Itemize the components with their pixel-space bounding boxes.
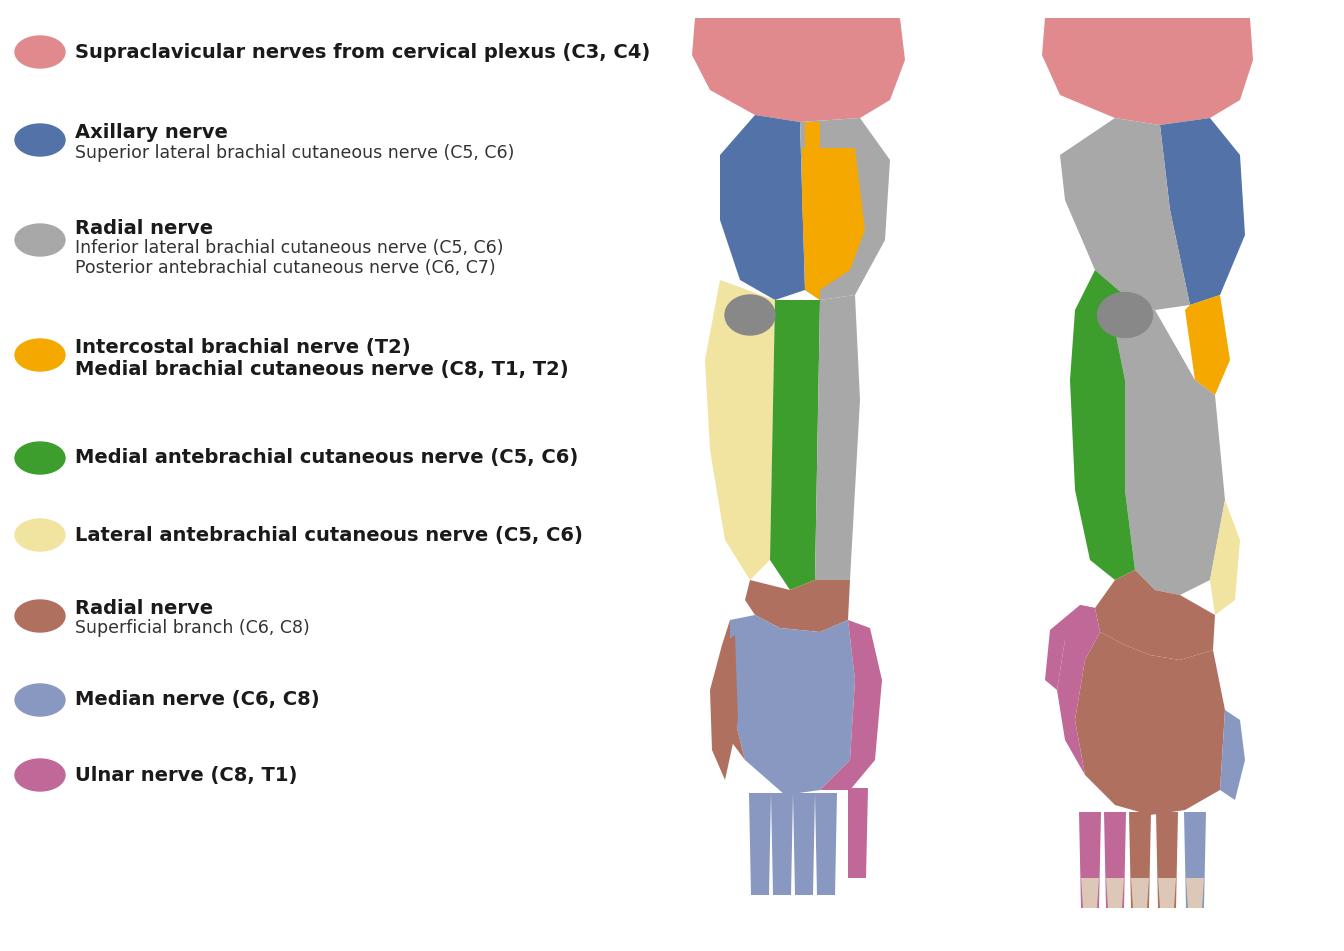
Ellipse shape [15,339,65,371]
Text: Axillary nerve: Axillary nerve [75,124,228,143]
Polygon shape [1095,570,1215,660]
Ellipse shape [15,684,65,716]
Text: Medial antebrachial cutaneous nerve (C5, C6): Medial antebrachial cutaneous nerve (C5,… [75,449,578,468]
Ellipse shape [15,759,65,791]
Ellipse shape [15,442,65,474]
Polygon shape [1210,500,1241,615]
Polygon shape [1185,878,1204,908]
Polygon shape [1070,270,1134,580]
Polygon shape [1160,118,1245,305]
Ellipse shape [15,519,65,551]
Text: Superficial branch (C6, C8): Superficial branch (C6, C8) [75,619,309,637]
Polygon shape [745,580,849,632]
Text: Radial nerve: Radial nerve [75,598,214,617]
Polygon shape [848,788,868,878]
Polygon shape [1106,878,1124,908]
Polygon shape [771,793,793,895]
Text: Ulnar nerve (C8, T1): Ulnar nerve (C8, T1) [75,766,297,785]
Polygon shape [793,793,814,895]
Text: Median nerve (C6, C8): Median nerve (C6, C8) [75,690,320,709]
Text: Lateral antebrachial cutaneous nerve (C5, C6): Lateral antebrachial cutaneous nerve (C5… [75,526,583,545]
Text: Radial nerve: Radial nerve [75,219,214,238]
Polygon shape [1046,605,1095,690]
Polygon shape [1079,812,1101,908]
Ellipse shape [15,124,65,156]
Polygon shape [730,615,855,795]
Polygon shape [749,793,771,895]
Text: Posterior antebrachial cutaneous nerve (C6, C7): Posterior antebrachial cutaneous nerve (… [75,259,496,277]
Text: Supraclavicular nerves from cervical plexus (C3, C4): Supraclavicular nerves from cervical ple… [75,43,650,62]
Polygon shape [805,122,820,300]
Polygon shape [720,115,805,300]
Polygon shape [1184,812,1206,908]
Polygon shape [1185,295,1230,395]
Polygon shape [1060,118,1189,310]
Polygon shape [1116,300,1224,595]
Polygon shape [1159,878,1176,908]
Polygon shape [1075,632,1224,815]
Polygon shape [1156,812,1177,908]
Polygon shape [720,620,745,760]
Polygon shape [710,635,738,780]
Text: Inferior lateral brachial cutaneous nerve (C5, C6): Inferior lateral brachial cutaneous nerv… [75,239,504,257]
Polygon shape [1042,18,1253,125]
Polygon shape [802,148,866,290]
Polygon shape [800,118,890,300]
Ellipse shape [724,295,775,335]
Polygon shape [1132,878,1149,908]
Polygon shape [814,793,837,895]
Polygon shape [1129,812,1150,908]
Text: Superior lateral brachial cutaneous nerve (C5, C6): Superior lateral brachial cutaneous nerv… [75,144,515,162]
Polygon shape [706,280,775,580]
Text: Intercostal brachial nerve (T2): Intercostal brachial nerve (T2) [75,339,411,358]
Ellipse shape [1098,293,1153,338]
Polygon shape [1220,710,1245,800]
Polygon shape [820,620,882,790]
Ellipse shape [15,600,65,632]
Polygon shape [692,18,905,122]
Polygon shape [770,300,820,590]
Polygon shape [1103,812,1126,908]
Polygon shape [1056,605,1099,775]
Ellipse shape [15,36,65,68]
Polygon shape [1081,878,1099,908]
Ellipse shape [15,224,65,256]
Text: Medial brachial cutaneous nerve (C8, T1, T2): Medial brachial cutaneous nerve (C8, T1,… [75,360,569,379]
Polygon shape [814,295,860,580]
